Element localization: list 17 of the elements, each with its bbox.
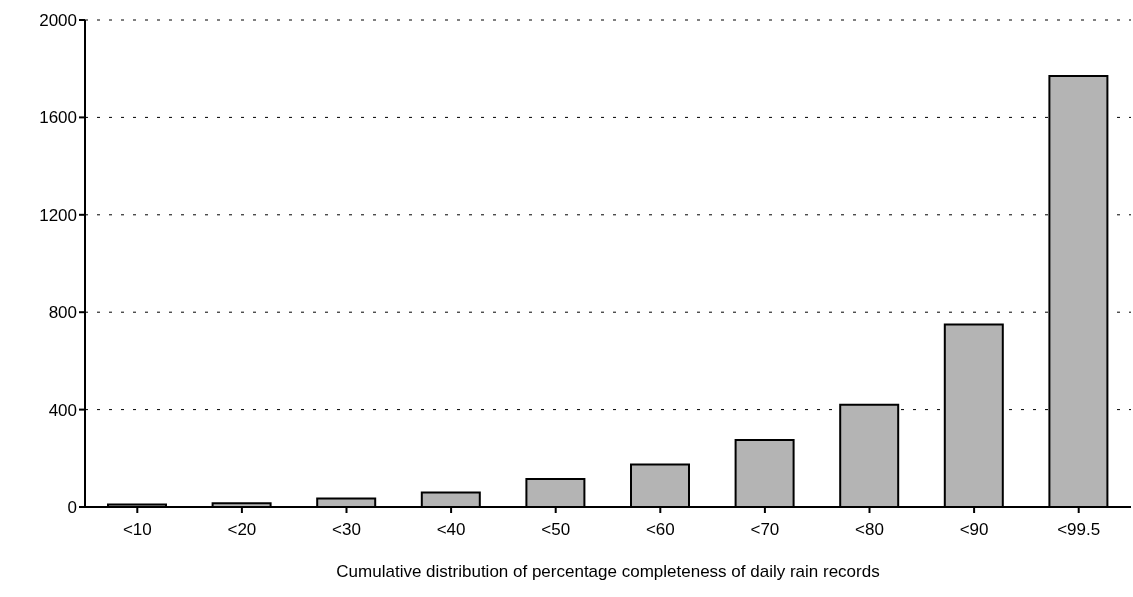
- x-tick-label: <30: [332, 520, 361, 540]
- y-tick-label: 800: [48, 303, 77, 323]
- y-tick-label: 400: [48, 400, 77, 420]
- x-tick-label: <80: [855, 520, 884, 540]
- y-tick-label: 1200: [39, 205, 77, 225]
- x-tick-label: <70: [750, 520, 780, 540]
- x-tick-label: <60: [645, 520, 675, 540]
- x-tick-label: <40: [436, 520, 466, 540]
- x-tick-label: <99.5: [1057, 520, 1101, 540]
- x-tick-label: <50: [541, 520, 571, 540]
- x-tick-label: <90: [959, 520, 989, 540]
- y-tick-label: 1600: [39, 108, 77, 128]
- x-tick-label: <20: [227, 520, 257, 540]
- x-axis-title: Cumulative distribution of percentage completeness of daily rain records: [336, 562, 880, 581]
- y-tick-label: 2000: [39, 11, 77, 31]
- x-tick-label: <10: [122, 520, 152, 540]
- y-tick-label: 0: [67, 498, 77, 518]
